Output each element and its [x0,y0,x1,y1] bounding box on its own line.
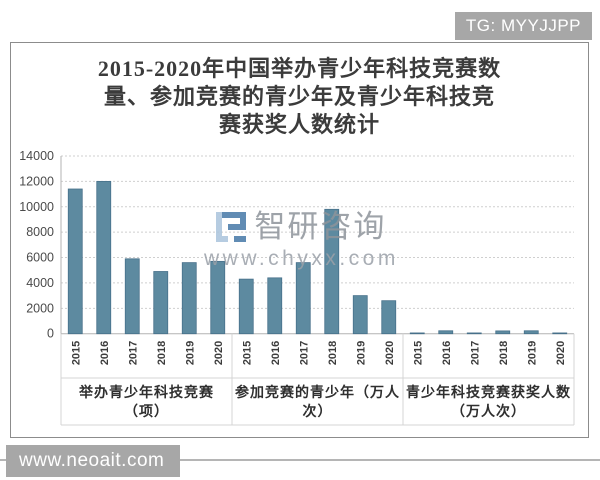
year-label: 2015 [71,341,83,365]
divider-line [0,459,600,461]
logo-pixel [216,218,223,224]
logo-pixel [216,236,223,242]
y-tick-label: 0 [47,327,54,341]
series-label: 次） [303,403,333,419]
tg-badge: TG: MYYJJPP [454,12,592,40]
logo-pixel [216,230,223,236]
bar [352,295,368,335]
logo-pixel [240,212,247,218]
logo-pixel [228,224,235,230]
series-label: 举办青少年科技竞赛 [78,384,214,400]
bar [552,332,568,335]
watermark-name: 智研咨询 [254,209,387,244]
year-label: 2017 [128,341,140,365]
logo-pixel [234,212,241,218]
y-tick-label: 4000 [26,276,54,290]
bar [324,208,340,335]
plot-area: 0 2000 4000 6000 8000 10000 12000 14000 2015 2016… [19,149,575,426]
year-label: 2020 [384,341,396,365]
bar [153,271,169,335]
logo-pixel [234,224,241,230]
bar [210,260,226,335]
series-label: 青少年科技竞赛获奖人数 [406,384,571,400]
logo-pixel [234,236,241,242]
logo-pixel [240,218,247,224]
bar [181,262,197,335]
logo-pixel [222,236,229,242]
bar [267,277,283,335]
bar [409,332,425,335]
logo-pixel [222,212,229,218]
chart-title: 2015-2020年中国举办青少年科技竞赛数 量、参加竞赛的青少年及青少年科技竞… [11,55,588,139]
year-label: 2016 [441,341,453,365]
year-label: 2017 [470,341,482,365]
watermark: 智研咨询 www.chyxx.com [204,209,399,271]
year-label: 2019 [527,341,539,365]
series-label: （项） [124,403,169,419]
bar [124,258,140,335]
year-label: 2019 [356,341,368,365]
y-tick-label: 8000 [26,225,54,239]
zhiyan-logo-icon [216,212,247,242]
logo-pixel [240,236,247,242]
year-label: 2015 [242,341,254,365]
bar [238,278,254,335]
chart-title-line3: 赛获奖人数统计 [218,112,380,137]
site-badge: www.neoait.com [6,445,181,477]
y-tick-label: 2000 [26,301,54,315]
logo-pixel [216,224,223,230]
year-label: 2016 [270,341,282,365]
y-tick-label: 6000 [26,251,54,265]
y-tick-label: 10000 [19,200,54,214]
y-tick-label: 12000 [19,174,54,188]
bar [466,332,482,335]
year-label: 2016 [99,341,111,365]
year-label: 2018 [156,341,168,365]
year-label: 2017 [299,341,311,365]
y-tick-label: 14000 [19,149,54,163]
logo-pixel [216,212,223,218]
bar [523,330,539,335]
year-label: 2019 [185,341,197,365]
year-label: 2018 [327,341,339,365]
year-label: 2020 [213,341,225,365]
chart-title-line2: 量、参加竞赛的青少年及青少年科技竞 [103,84,495,109]
bar [295,262,311,335]
year-label: 2015 [413,341,425,365]
bar [495,330,511,335]
bar [67,188,83,335]
bar [381,300,397,335]
chart-container: 2015-2020年中国举办青少年科技竞赛数 量、参加竞赛的青少年及青少年科技竞… [10,42,589,438]
logo-pixel [240,224,247,230]
watermark-row: 智研咨询 [216,209,386,245]
bar [438,330,454,335]
chart-title-line1: 2015-2020年中国举办青少年科技竞赛数 [97,56,502,81]
year-label: 2020 [555,341,567,365]
year-label: 2018 [498,341,510,365]
series-label: 参加竞赛的青少年（万人 [235,384,400,400]
series-label: （万人次） [451,403,526,419]
watermark-url: www.chyxx.com [204,247,399,270]
bar [96,180,112,335]
logo-pixel [228,212,235,218]
